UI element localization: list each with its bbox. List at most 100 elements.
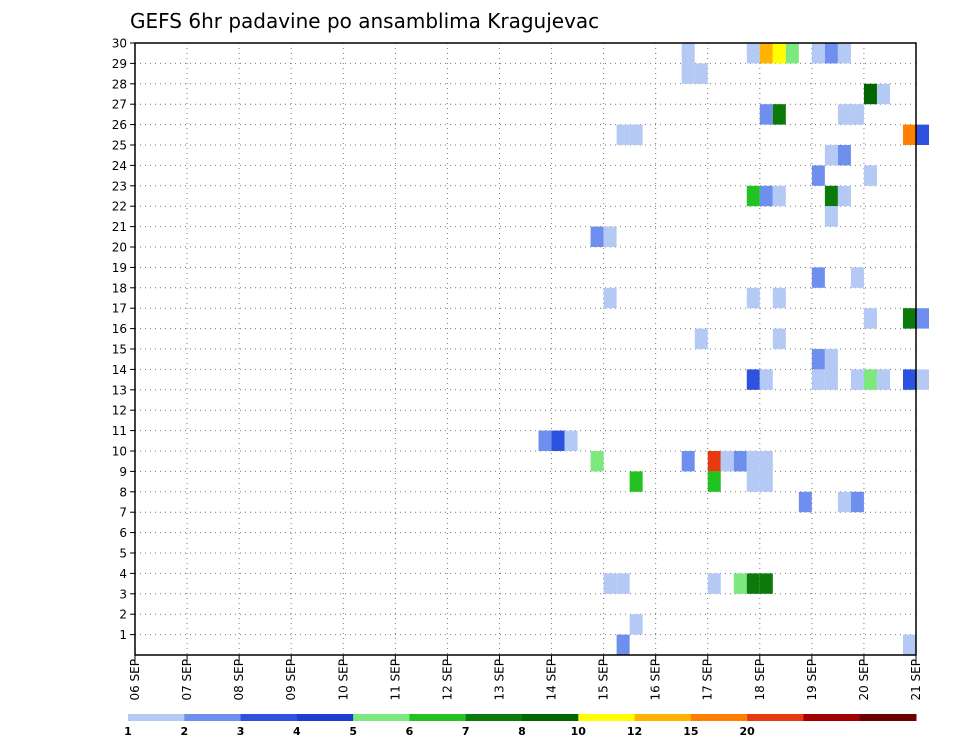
- y-tick-label: 18: [112, 281, 127, 295]
- colorbar-segment: [690, 714, 748, 721]
- y-tick-label: 29: [112, 57, 127, 71]
- data-cell: [863, 165, 877, 186]
- data-cell: [772, 287, 786, 309]
- data-cell: [902, 308, 916, 329]
- data-cell: [850, 369, 864, 390]
- y-tick-label: 17: [112, 302, 127, 316]
- x-tick-label: 07 SEP: [180, 659, 194, 701]
- data-cell: [616, 124, 630, 145]
- y-tick-label: 9: [119, 465, 127, 479]
- y-tick-label: 12: [112, 404, 127, 418]
- y-tick-label: 8: [119, 485, 127, 499]
- colorbar-segment: [465, 714, 523, 721]
- data-cell: [824, 145, 838, 166]
- data-cell: [629, 124, 643, 145]
- y-tick-label: 26: [112, 118, 127, 132]
- y-tick-label: 1: [119, 628, 127, 642]
- data-cell: [837, 104, 851, 125]
- y-tick-label: 2: [119, 608, 127, 622]
- colorbar: 1 2 3 4 5 6 7 8 10 12 15 20: [124, 714, 917, 738]
- data-cell: [629, 614, 643, 635]
- chart-title: GEFS 6hr padavine po ansamblima Kragujev…: [130, 9, 599, 33]
- colorbar-segment: [634, 714, 692, 721]
- data-cell: [733, 451, 747, 472]
- colorbar-label: 20: [739, 725, 755, 738]
- y-tick-label: 22: [112, 200, 127, 214]
- data-cell: [694, 63, 708, 84]
- data-cell: [850, 267, 864, 288]
- y-tick-label: 10: [112, 445, 127, 459]
- data-cell: [811, 43, 825, 64]
- y-tick-label: 14: [112, 363, 127, 377]
- data-cell: [902, 369, 916, 390]
- data-cell: [811, 267, 825, 288]
- data-cell: [759, 369, 773, 390]
- y-tick-label: 20: [112, 241, 127, 255]
- y-tick-label: 28: [112, 77, 127, 91]
- x-tick-label: 15 SEP: [597, 659, 611, 701]
- y-tick-label: 30: [112, 37, 127, 51]
- x-tick-label: 13 SEP: [492, 659, 506, 701]
- colorbar-segment: [296, 714, 354, 721]
- y-tick-label: 21: [112, 220, 127, 234]
- colorbar-label: 5: [349, 725, 357, 738]
- data-cell: [707, 573, 721, 594]
- data-cell: [746, 573, 760, 594]
- x-tick-label: 17 SEP: [701, 659, 715, 701]
- y-tick-label: 24: [112, 159, 127, 173]
- data-cell: [759, 185, 773, 207]
- y-tick-label: 25: [112, 139, 127, 153]
- y-tick-label: 23: [112, 179, 127, 193]
- grid-lines: [135, 43, 916, 655]
- x-tick-label: 08 SEP: [232, 659, 246, 701]
- colorbar-segment: [184, 714, 242, 721]
- data-cell: [772, 104, 786, 125]
- data-cell: [811, 349, 825, 370]
- data-cell: [720, 451, 734, 472]
- data-cell: [837, 43, 851, 64]
- y-tick-label: 4: [119, 567, 127, 581]
- data-cell: [837, 185, 851, 207]
- data-cell: [916, 369, 930, 390]
- data-cell: [811, 165, 825, 186]
- data-cell: [746, 185, 760, 207]
- data-cell: [876, 83, 890, 105]
- data-cell: [759, 104, 773, 125]
- data-cell: [824, 206, 838, 227]
- data-cell: [798, 491, 812, 513]
- colorbar-segment: [522, 714, 579, 721]
- data-cell: [564, 430, 578, 451]
- y-tick-label: 11: [112, 424, 127, 438]
- x-tick-label: 10 SEP: [336, 659, 350, 701]
- colorbar-label: 6: [406, 725, 414, 738]
- colorbar-segment: [578, 714, 636, 721]
- data-cell: [616, 634, 630, 655]
- data-cell: [707, 451, 721, 472]
- data-cell: [603, 287, 617, 309]
- colorbar-label: 12: [627, 725, 642, 738]
- x-tick-label: 11 SEP: [388, 659, 402, 701]
- data-cell: [746, 369, 760, 390]
- data-cell: [916, 124, 930, 145]
- data-cell: [681, 43, 695, 64]
- data-cell: [772, 328, 786, 349]
- colorbar-label: 10: [571, 725, 587, 738]
- colorbar-label: 7: [462, 725, 470, 738]
- data-cell: [694, 328, 708, 349]
- data-cell: [824, 349, 838, 370]
- data-cell: [759, 573, 773, 594]
- data-cell: [824, 43, 838, 64]
- y-tick-label: 3: [119, 587, 127, 601]
- x-tick-label: 09 SEP: [284, 659, 298, 701]
- data-cell: [850, 491, 864, 513]
- x-tick-label: 18 SEP: [753, 659, 767, 701]
- data-cell: [850, 104, 864, 125]
- data-cell: [603, 226, 617, 247]
- data-cell: [772, 185, 786, 207]
- data-cell: [916, 308, 930, 329]
- colorbar-segment: [353, 714, 410, 721]
- colorbar-label: 8: [518, 725, 526, 738]
- data-cell: [772, 43, 786, 64]
- data-cell: [590, 226, 604, 247]
